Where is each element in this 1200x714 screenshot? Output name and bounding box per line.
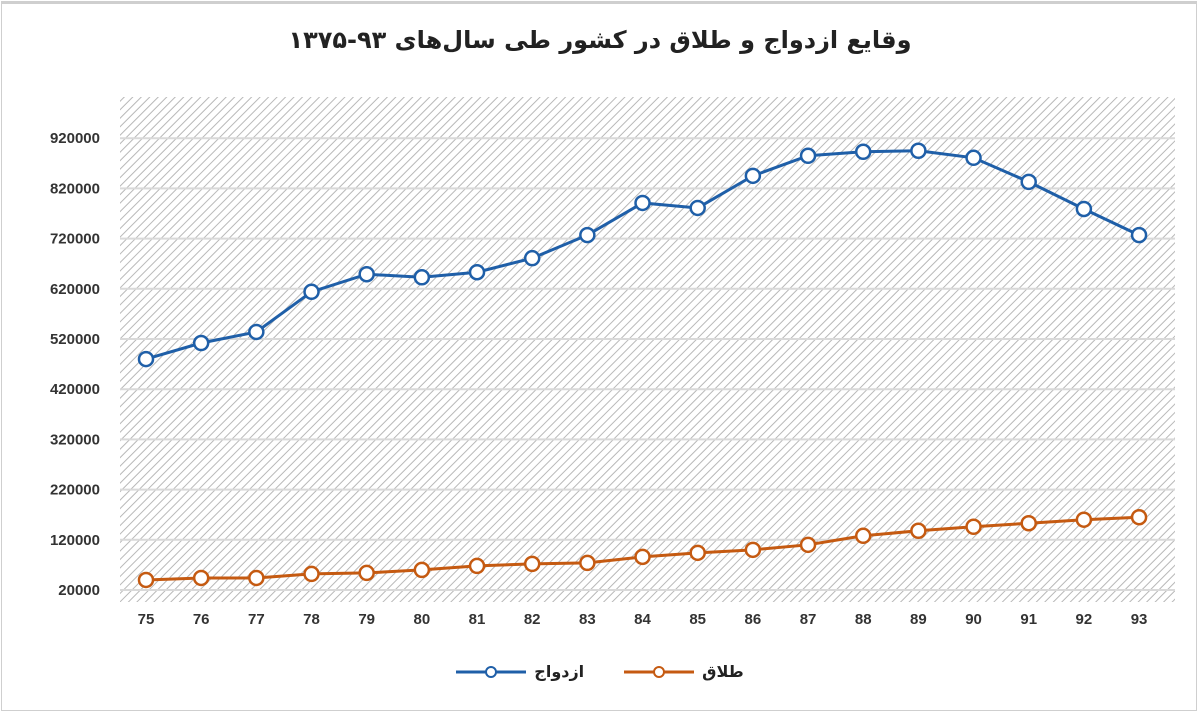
x-tick-label: 79 — [358, 611, 375, 628]
x-tick-label: 89 — [910, 611, 927, 628]
y-tick-label: 20000 — [58, 582, 100, 599]
y-tick-label: 320000 — [50, 431, 100, 448]
data-point — [358, 265, 375, 283]
data-point — [799, 536, 817, 554]
data-point — [523, 249, 541, 267]
data-point — [192, 569, 210, 587]
data-point — [1020, 173, 1037, 191]
x-tick-label: 86 — [745, 611, 762, 628]
x-tick-label: 83 — [579, 611, 596, 628]
legend: ازدواج طلاق — [0, 662, 1200, 681]
x-tick-label: 82 — [524, 611, 541, 628]
data-point — [137, 350, 155, 368]
data-point — [468, 557, 486, 575]
x-tick-label: 77 — [248, 611, 265, 628]
x-tick-label: 85 — [689, 611, 706, 628]
y-tick-label: 220000 — [50, 482, 100, 499]
plot-area — [120, 97, 1175, 602]
data-point — [1130, 508, 1148, 526]
y-tick-label: 520000 — [50, 331, 100, 348]
data-point — [689, 544, 706, 562]
data-point — [303, 565, 320, 583]
data-point — [248, 569, 265, 587]
legend-label-divorce: طلاق — [702, 662, 744, 681]
y-tick-label: 720000 — [50, 231, 100, 248]
data-point — [1020, 514, 1037, 532]
legend-marker-divorce — [624, 665, 695, 678]
data-point — [358, 564, 375, 582]
data-point — [910, 142, 927, 159]
chart-title: وقایع ازدواج و طلاق در کشور طی سال‌های ۹… — [288, 26, 912, 54]
y-tick-label: 120000 — [50, 532, 100, 549]
x-tick-label: 76 — [193, 611, 210, 628]
legend-label-marriage: ازدواج — [534, 662, 585, 681]
data-point — [137, 571, 155, 589]
data-point — [910, 522, 927, 540]
y-tick-label: 920000 — [50, 130, 100, 147]
y-tick-label: 420000 — [50, 381, 100, 398]
x-tick-label: 93 — [1131, 611, 1148, 628]
x-tick-label: 87 — [800, 611, 817, 628]
x-tick-label: 88 — [855, 611, 872, 628]
data-point — [854, 143, 872, 161]
data-point — [689, 199, 706, 217]
data-point — [634, 194, 651, 212]
x-tick-label: 78 — [303, 611, 320, 628]
data-point — [799, 147, 817, 165]
data-point — [303, 283, 320, 301]
data-point — [965, 149, 982, 167]
data-point — [248, 323, 265, 341]
data-point — [1130, 226, 1148, 244]
x-tick-label: 91 — [1020, 611, 1037, 628]
x-tick-label: 90 — [965, 611, 982, 628]
legend-item-divorce: طلاق — [624, 662, 744, 681]
data-point — [854, 527, 872, 545]
data-point — [965, 518, 982, 535]
y-tick-label: 620000 — [50, 281, 100, 298]
y-tick-label: 820000 — [50, 180, 100, 197]
data-point — [579, 226, 596, 244]
x-tick-label: 92 — [1076, 611, 1093, 628]
data-point — [634, 548, 651, 566]
data-point — [468, 263, 486, 281]
x-tick-label: 80 — [414, 611, 431, 628]
x-tick-label: 75 — [138, 611, 155, 628]
data-point — [413, 269, 431, 286]
legend-item-marriage: ازدواج — [456, 662, 584, 681]
data-point — [744, 541, 762, 559]
data-point — [523, 555, 541, 573]
data-point — [744, 167, 762, 185]
x-tick-label: 84 — [634, 611, 651, 628]
data-point — [413, 561, 431, 579]
legend-marker-marriage — [456, 665, 527, 678]
data-point — [192, 334, 210, 352]
data-point — [1075, 511, 1093, 528]
data-point — [1075, 200, 1093, 218]
x-tick-label: 81 — [469, 611, 486, 628]
data-point — [579, 554, 596, 572]
